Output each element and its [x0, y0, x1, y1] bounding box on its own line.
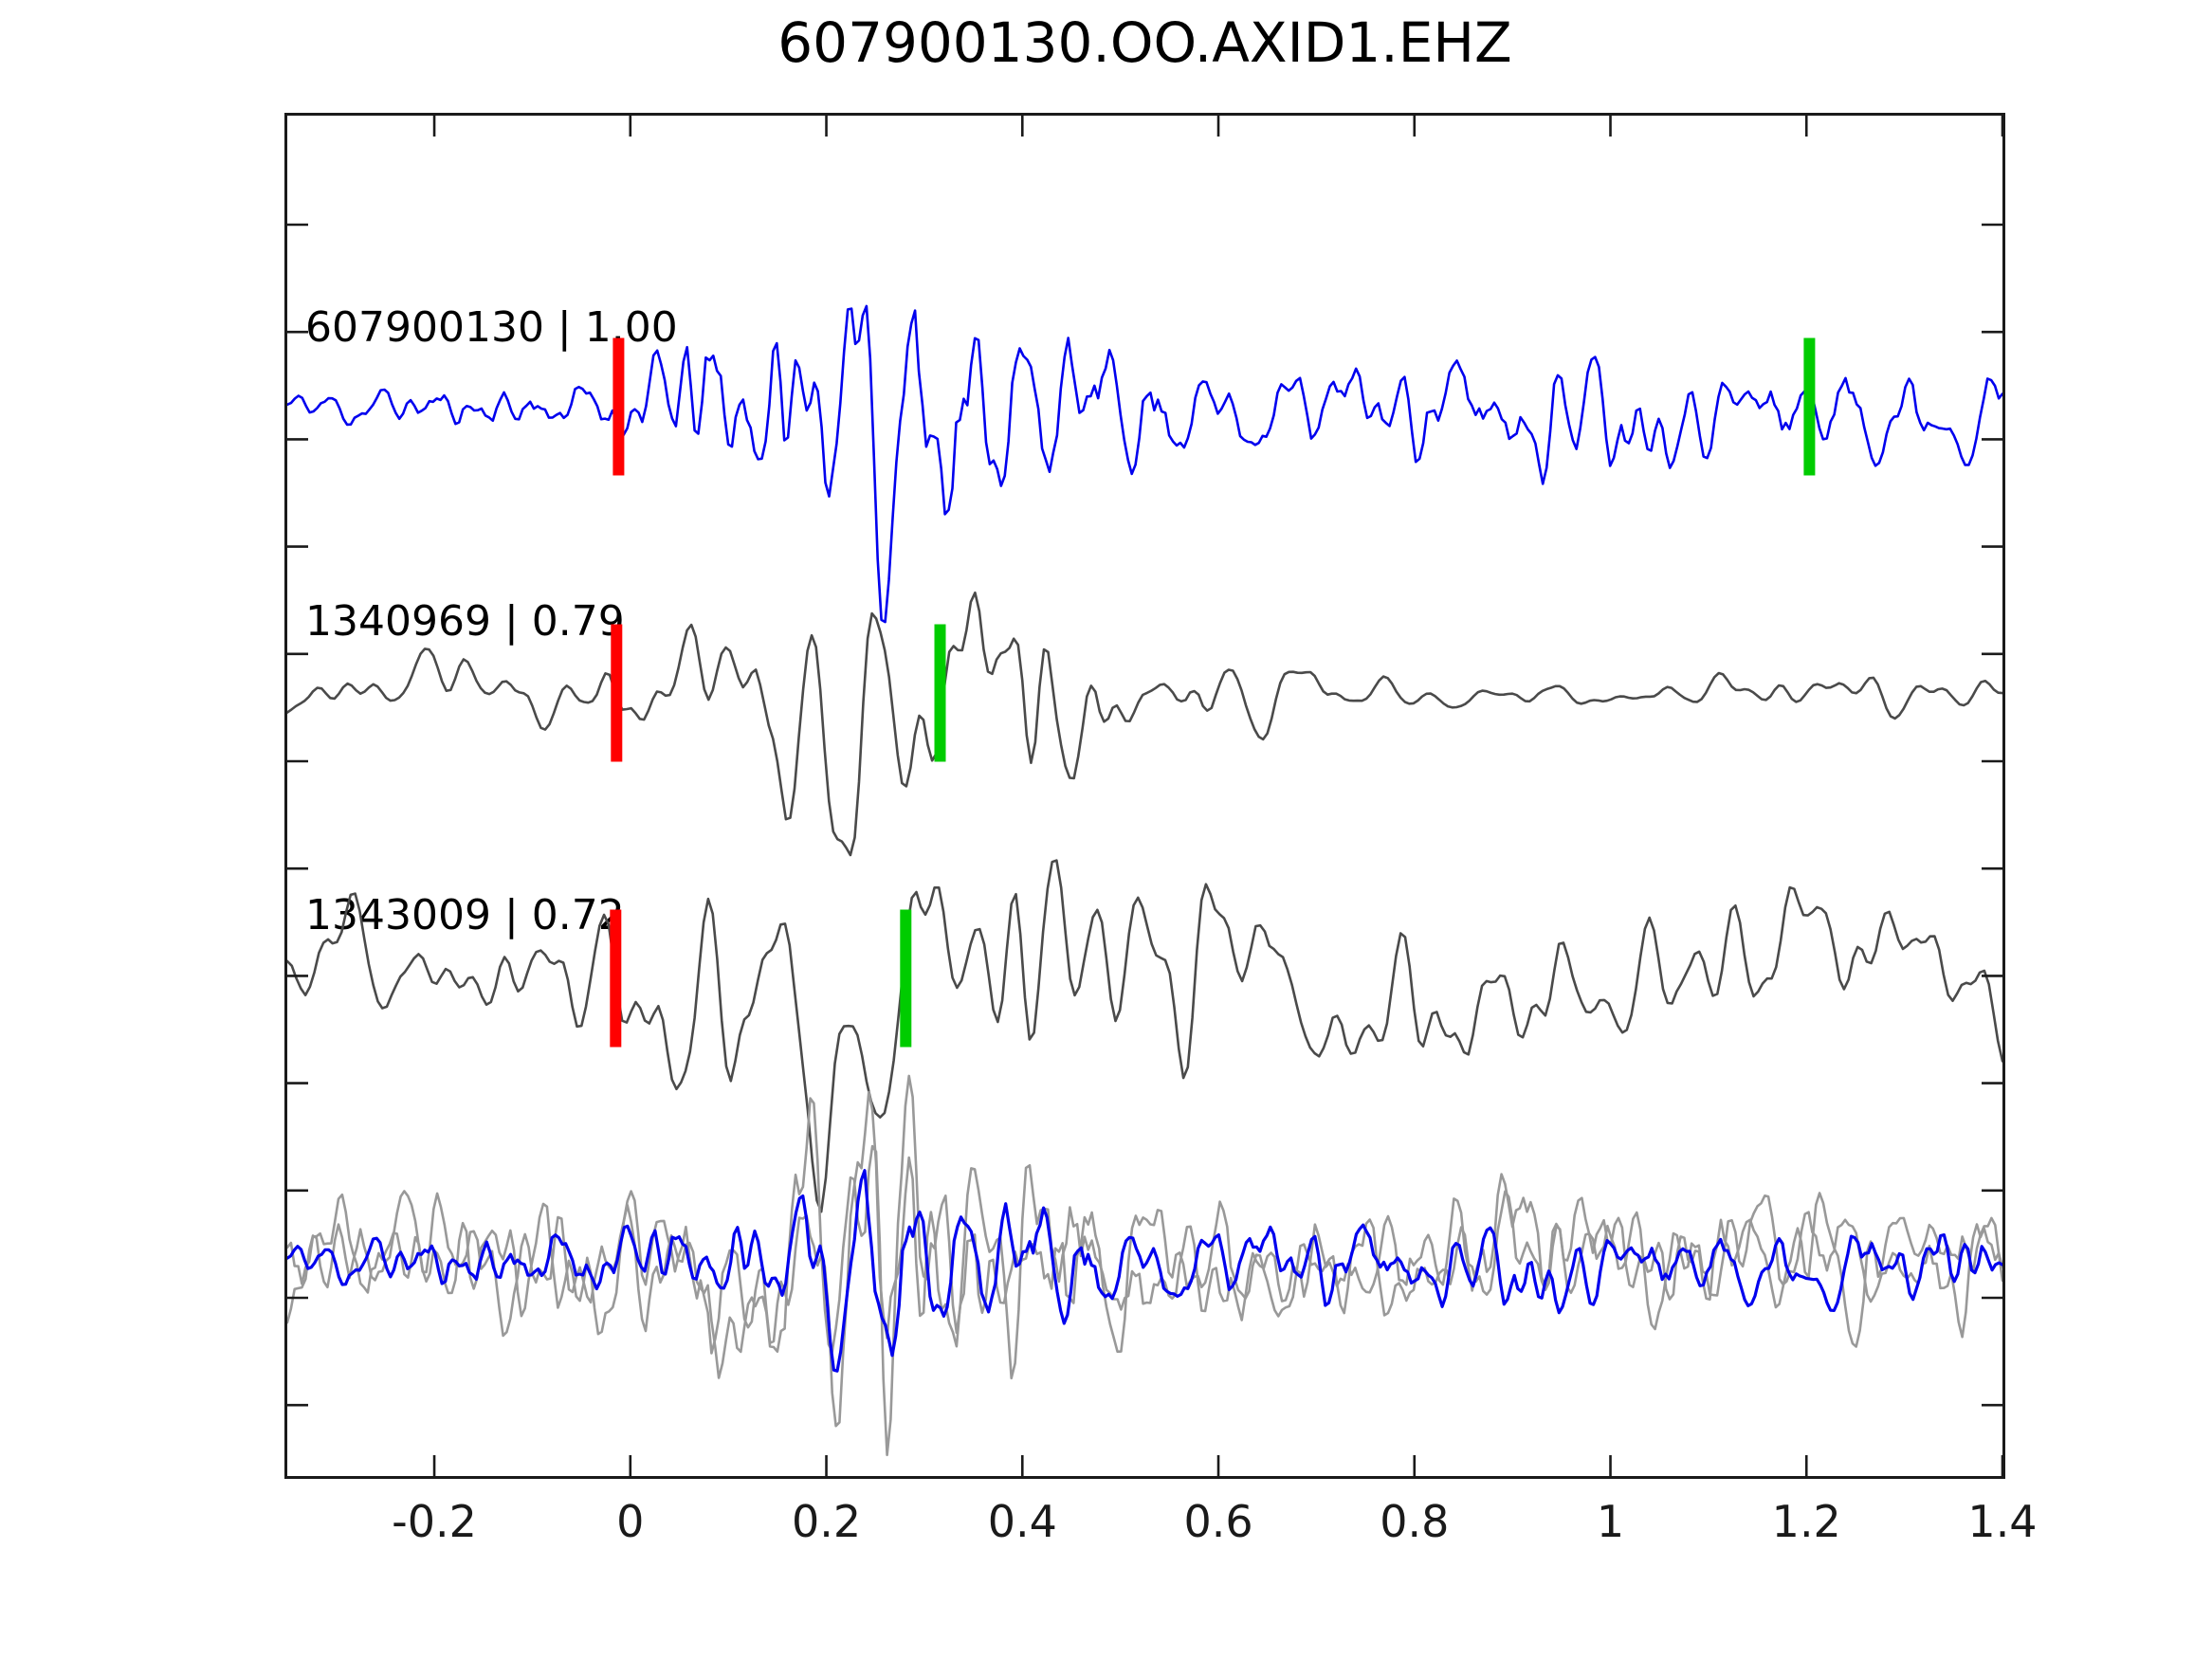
- x-tick-label-1.2: 1.2: [1771, 1496, 1841, 1547]
- reference-marker-trace-607900130: [612, 337, 625, 476]
- x-tick-label-0: 0: [616, 1496, 645, 1547]
- plot-area: [284, 113, 2005, 1479]
- x-tick-label-1: 1: [1596, 1496, 1625, 1547]
- axis-ticks: [287, 116, 2002, 1476]
- waveform-plot-svg: [287, 116, 2002, 1476]
- pick-marker-trace-1340969: [934, 624, 946, 762]
- reference-marker-trace-1340969: [611, 624, 623, 762]
- chart-title: 607900130.OO.AXID1.EHZ: [777, 10, 1512, 75]
- waveform-trace-1340969: [287, 591, 2002, 857]
- x-tick-label-0.8: 0.8: [1380, 1496, 1450, 1547]
- x-tick-label-0.2: 0.2: [791, 1496, 862, 1547]
- trace-label-1340969: 1340969 | 0.79: [305, 597, 625, 646]
- waveform-trace-1343009: [287, 859, 2002, 1213]
- reference-marker-trace-1343009: [610, 909, 622, 1048]
- x-tick-label-0.4: 0.4: [987, 1496, 1057, 1547]
- x-tick-label-0.6: 0.6: [1183, 1496, 1253, 1547]
- x-tick-label-1.4: 1.4: [1967, 1496, 2038, 1547]
- pick-marker-trace-607900130: [1803, 337, 1816, 476]
- waveform-trace-607900130: [287, 304, 2002, 624]
- trace-label-1343009: 1343009 | 0.72: [305, 891, 625, 939]
- pick-marker-trace-1343009: [900, 909, 912, 1048]
- waveform-overlay-blue: [287, 1169, 2002, 1373]
- waveform-overlay-gray-1: [287, 1090, 2002, 1428]
- x-tick-label--0.2: -0.2: [392, 1496, 477, 1547]
